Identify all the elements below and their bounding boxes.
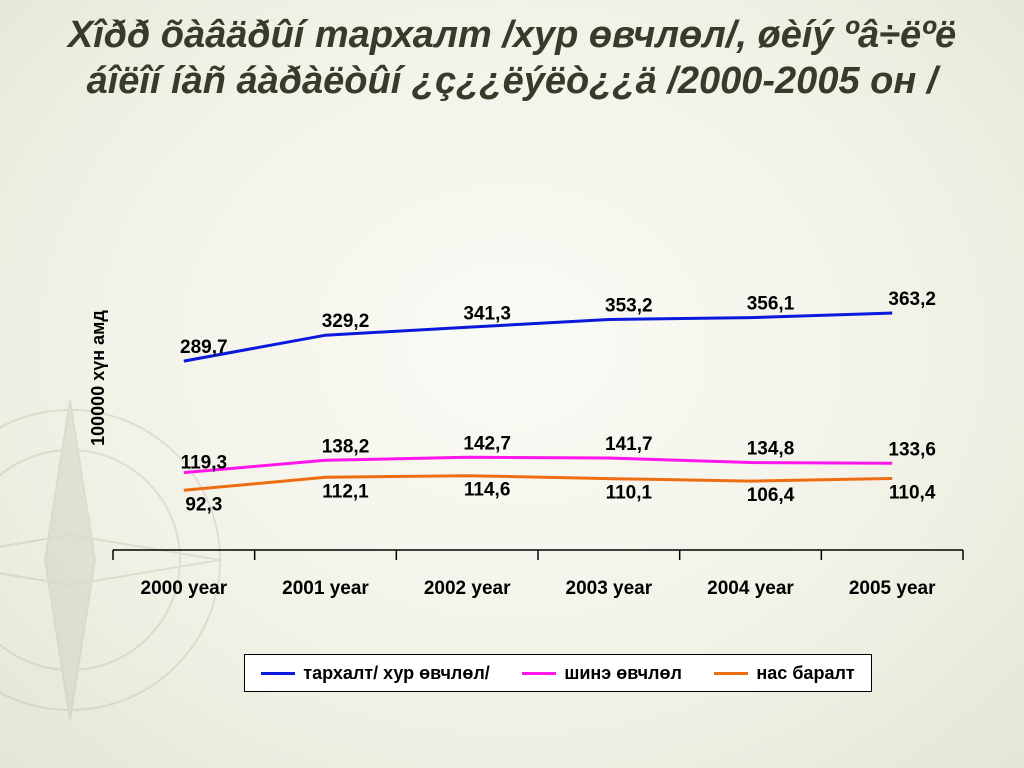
data-label: 356,1: [747, 294, 795, 315]
legend-swatch-series-3: [714, 671, 749, 675]
data-label: 114,6: [464, 480, 511, 501]
chart-legend: тархалт/ хур өвчлөл/ шинэ өвчлөл нас бар…: [244, 654, 872, 692]
data-label: 353,2: [605, 296, 653, 317]
series-line-1: [183, 311, 893, 363]
data-label: 341,3: [463, 303, 511, 324]
legend-item-series-2: шинэ өвчлөл: [522, 663, 682, 684]
data-label: 289,7: [180, 337, 228, 358]
x-tick-label: 2002 year: [424, 578, 511, 599]
legend-swatch-series-2: [522, 671, 557, 675]
data-label: 141,7: [605, 434, 653, 455]
legend-label-series-2: шинэ өвчлөл: [564, 662, 682, 683]
legend-item-series-1: тархалт/ хур өвчлөл/: [261, 663, 490, 684]
legend-swatch-series-1: [261, 671, 296, 675]
data-label: 92,3: [185, 494, 222, 515]
x-tick-label: 2004 year: [707, 578, 794, 599]
data-label: 110,1: [606, 483, 653, 504]
data-label: 133,6: [888, 439, 936, 460]
data-labels: 289,7 329,2 341,3 353,2 356,1 363,2 119,3 138,2…: [180, 289, 936, 515]
series-line-3: [183, 474, 893, 492]
series-lines: [183, 311, 893, 492]
x-tick-label: 2005 year: [849, 578, 936, 599]
data-label: 329,2: [322, 311, 370, 332]
data-label: 134,8: [747, 438, 795, 459]
series-line-2: [183, 455, 893, 475]
y-axis-label: 100000 хүн амд: [88, 310, 108, 446]
data-label: 112,1: [322, 481, 369, 502]
data-label: 142,7: [463, 433, 511, 454]
legend-label-series-1: тархалт/ хур өвчлөл/: [303, 662, 490, 683]
x-tick-label: 2003 year: [566, 578, 653, 599]
x-axis: 2000 year 2001 year 2002 year 2003 year 2004…: [112, 549, 964, 599]
data-label: 138,2: [322, 436, 370, 457]
data-label: 110,4: [889, 482, 936, 503]
chart-title: Xîðð õàâäðûí тархалт /хур өвчлөл/, øèíý …: [67, 14, 957, 102]
legend-item-series-3: нас баралт: [714, 662, 855, 684]
x-tick-label: 2000 year: [141, 578, 228, 599]
x-tick-label: 2001 year: [282, 578, 369, 599]
data-label: 363,2: [888, 289, 936, 310]
data-label: 106,4: [747, 485, 795, 506]
data-label: 119,3: [181, 453, 228, 474]
legend-label-series-3: нас баралт: [756, 662, 855, 683]
